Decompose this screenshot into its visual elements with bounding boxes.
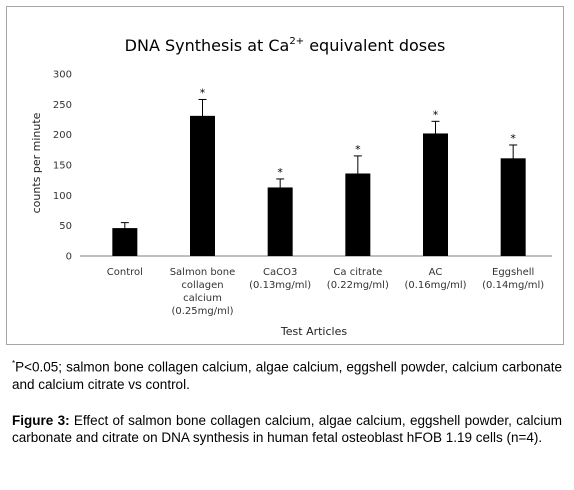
x-tick-label: Eggshell [492,267,534,278]
x-tick-label: (0.25mg/ml) [171,306,233,317]
x-axis-label: Test Articles [280,325,347,338]
y-tick-label: 250 [53,100,72,111]
significance-marker: * [200,86,206,99]
y-tick-label: 300 [53,70,72,81]
y-axis-ticks: 0 50 100 150 200 250 300 [53,70,72,263]
significance-marker: * [277,166,283,179]
footnote-text: P<0.05; salmon bone collagen calcium, al… [12,359,562,392]
y-tick-label: 150 [53,161,72,172]
chart-title: DNA Synthesis at Ca2+ equivalent doses [125,36,446,55]
bar [267,187,293,256]
x-tick-label: CaCO3 [263,267,297,278]
figure-caption: Figure 3: Effect of salmon bone collagen… [12,412,562,446]
bar-chart: DNA Synthesis at Ca2+ equivalent doses 0… [30,36,552,338]
chart-title-superscript: 2+ [289,36,304,47]
caption-text: Effect of salmon bone collagen calcium, … [12,413,562,445]
bar [500,158,526,256]
significance-marker: * [510,132,516,145]
y-tick-label: 50 [59,221,72,232]
chart-title-main: DNA Synthesis at Ca [125,36,290,55]
x-tick-label: Control [107,267,143,278]
chart-title-suffix: equivalent doses [304,36,445,55]
y-tick-label: 100 [53,191,72,202]
x-axis-labels: Control Salmon bone collagen calcium (0.25mg… [107,267,545,317]
x-tick-label: (0.22mg/ml) [327,280,389,291]
x-tick-label: (0.14mg/ml) [482,280,544,291]
x-tick-label: (0.16mg/ml) [404,280,466,291]
x-tick-label: calcium [183,293,222,304]
y-tick-label: 0 [66,252,72,263]
bars-group: * * * * * [80,86,552,257]
x-tick-label: (0.13mg/ml) [249,280,311,291]
x-tick-label: AC [429,267,443,278]
bar [423,133,448,256]
y-axis-label: counts per minute [30,112,43,213]
x-tick-label: collagen [181,280,223,291]
footnote: *P<0.05; salmon bone collagen calcium, a… [12,355,562,393]
footnote-marker: * [12,359,16,368]
y-tick-label: 200 [53,130,72,141]
significance-marker: * [433,108,439,121]
x-tick-label: Ca citrate [333,267,382,278]
caption-label: Figure 3: [12,413,70,428]
x-tick-label: Salmon bone [170,267,236,278]
bar [190,115,215,256]
significance-marker: * [355,143,361,156]
chart-frame: DNA Synthesis at Ca2+ equivalent doses 0… [6,6,564,345]
